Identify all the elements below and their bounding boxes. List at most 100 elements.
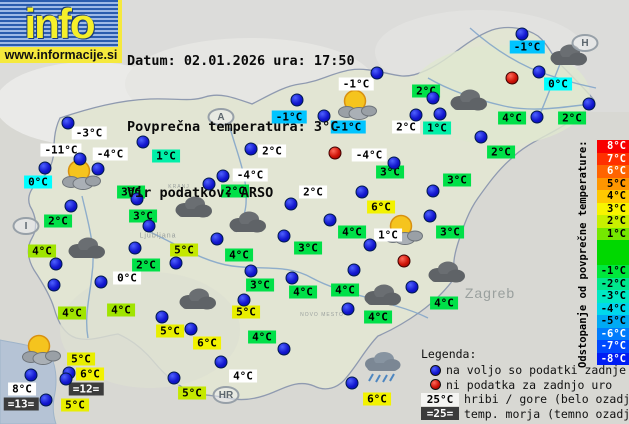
- dark-badge-icon: =25=: [421, 407, 459, 421]
- scale-band: -6°C: [597, 327, 629, 340]
- scale-band: 6°C: [597, 165, 629, 178]
- station-dot-red: [397, 254, 411, 268]
- station-dot-red: [505, 71, 519, 85]
- station-dot-blue: [61, 116, 75, 130]
- station-dot-blue: [341, 302, 355, 316]
- station-temp-label: -11°C: [40, 143, 82, 157]
- station-dot-blue: [530, 110, 544, 124]
- scale-band: 3°C: [597, 202, 629, 215]
- station-temp-label: 1°C: [374, 228, 402, 242]
- station-dot-blue: [290, 93, 304, 107]
- legend-item-label: ni podatka za zadnjo uro: [446, 377, 613, 392]
- station-dot-blue: [284, 197, 298, 211]
- scale-band: 8°C: [597, 140, 629, 153]
- station-dot-blue: [244, 142, 258, 156]
- station-temp-label: 4°C: [338, 225, 366, 239]
- station-temp-label: 4°C: [364, 310, 392, 324]
- legend-item-mountains: 25°C hribi / gore (belo ozadje): [421, 392, 629, 407]
- legend-item-label: temp. morja (temno ozadje): [464, 406, 629, 421]
- cloud-icon: [447, 86, 489, 118]
- cloud-icon: [176, 285, 218, 317]
- station-dot-blue: [94, 275, 108, 289]
- cloud-icon: [425, 258, 467, 290]
- legend-item-no-data: ni podatka za zadnjo uro: [421, 378, 629, 393]
- station-dot-blue: [64, 199, 78, 213]
- station-dot-blue: [73, 152, 87, 166]
- station-temp-label: 5°C: [67, 352, 95, 366]
- station-temp-label: 2°C: [392, 120, 420, 134]
- deviation-scale: 8°C 7°C 6°C 5°C 4°C 3°C 2°C 1°C -1°C -2°C -3°C -4°C…: [597, 140, 629, 365]
- cloud-icon: [65, 234, 107, 266]
- station-temp-label: -4°C: [351, 148, 387, 162]
- station-temp-label: -4°C: [232, 168, 268, 182]
- rain-cloud-icon: [362, 348, 402, 390]
- station-temp-label: 4°C: [289, 285, 317, 299]
- station-dot-blue: [515, 27, 529, 41]
- legend-item-available: na voljo so podatki zadnje ure: [421, 363, 629, 378]
- country-road-sign-a: A: [207, 108, 235, 126]
- station-temp-label: 5°C: [232, 305, 260, 319]
- city-label: KRANJ: [168, 184, 190, 190]
- station-temp-label: 4°C: [107, 303, 135, 317]
- station-dot-blue: [142, 219, 156, 233]
- white-badge-icon: 25°C: [421, 392, 459, 406]
- station-temp-label: 4°C: [430, 296, 458, 310]
- station-temp-label: 2°C: [258, 144, 286, 158]
- cloud-icon: [226, 208, 268, 240]
- logo-url[interactable]: www.informacije.si: [0, 47, 122, 63]
- scale-band: -3°C: [597, 290, 629, 303]
- country-road-sign-i: I: [12, 217, 40, 235]
- station-temp-label: 6°C: [367, 200, 395, 214]
- info-header: Datum: 02.01.2026 ura: 17:50 Povprečna t…: [127, 6, 355, 248]
- station-dot-blue: [47, 278, 61, 292]
- station-temp-label: =13=: [3, 397, 39, 411]
- station-temp-label: 3°C: [294, 241, 322, 255]
- country-road-sign-hr: HR: [212, 386, 240, 404]
- station-temp-label: 5°C: [61, 398, 89, 412]
- station-dot-blue: [405, 280, 419, 294]
- station-dot-blue: [285, 271, 299, 285]
- map-legend: Legenda: na voljo so podatki zadnje ure …: [421, 347, 629, 421]
- station-temp-label: 1°C: [152, 149, 180, 163]
- station-dot-blue: [409, 108, 423, 122]
- station-temp-label: -1°C: [330, 120, 366, 134]
- station-dot-red: [328, 146, 342, 160]
- station-dot-blue: [370, 66, 384, 80]
- station-dot-blue: [49, 257, 63, 271]
- station-dot-blue: [355, 185, 369, 199]
- site-logo[interactable]: info www.informacije.si: [0, 0, 122, 63]
- station-temp-label: 6°C: [76, 367, 104, 381]
- city-label: NOVO MESTO: [300, 312, 344, 318]
- station-dot-blue: [423, 209, 437, 223]
- station-temp-label: 4°C: [331, 283, 359, 297]
- station-dot-blue: [59, 372, 73, 386]
- station-temp-label: 0°C: [24, 175, 52, 189]
- station-temp-label: 3°C: [129, 209, 157, 223]
- station-temp-label: 5°C: [156, 324, 184, 338]
- station-temp-label: -3°C: [71, 126, 107, 140]
- scale-band: -5°C: [597, 315, 629, 328]
- station-temp-label: 3°C: [436, 225, 464, 239]
- deviation-scale-title: Odstopanje od povprečne temperature:: [577, 140, 589, 368]
- station-dot-blue: [184, 322, 198, 336]
- station-dot-blue: [323, 213, 337, 227]
- station-temp-label: 2°C: [44, 214, 72, 228]
- station-temp-label: 2°C: [558, 111, 586, 125]
- station-dot-blue: [474, 130, 488, 144]
- scale-band: -2°C: [597, 277, 629, 290]
- scale-band: [597, 240, 629, 265]
- blue-dot-icon: [430, 364, 441, 376]
- station-temp-label: -1°C: [509, 40, 545, 54]
- station-dot-blue: [363, 238, 377, 252]
- scale-band: -1°C: [597, 265, 629, 278]
- station-temp-label: 4°C: [248, 330, 276, 344]
- station-dot-blue: [136, 135, 150, 149]
- station-temp-label: 2°C: [132, 258, 160, 272]
- legend-item-label: hribi / gore (belo ozadje): [464, 392, 629, 407]
- station-temp-label: 0°C: [544, 77, 572, 91]
- station-dot-blue: [426, 184, 440, 198]
- station-dot-blue: [169, 256, 183, 270]
